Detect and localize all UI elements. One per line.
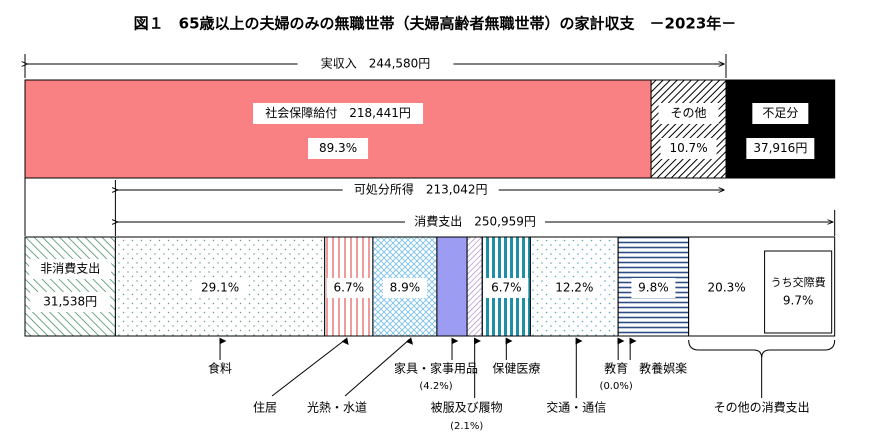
income-label-bg xyxy=(297,55,454,73)
bar-non-consumption xyxy=(24,236,116,337)
other-consumption-pct: 20.3% xyxy=(708,281,746,295)
consumption-label: 消費支出 250,959円 xyxy=(414,214,536,229)
education-callout: 教育 xyxy=(604,361,628,376)
other-income-label-bg xyxy=(658,103,719,124)
bar-deficit xyxy=(725,79,836,179)
housing-callout: 住居 xyxy=(253,401,277,415)
other-income-label: その他 xyxy=(671,106,707,120)
transport-pct-bg xyxy=(548,278,601,298)
non-consumption-value-bg xyxy=(30,292,111,312)
utilities-pct: 8.9% xyxy=(390,281,421,295)
disposable-income-label: 可処分所得 213,042円 xyxy=(354,182,488,197)
bar-other-income xyxy=(650,79,727,179)
medical-pct-bg xyxy=(484,278,529,298)
other-consumption-brace xyxy=(688,339,836,359)
bar-entertainment-sub xyxy=(764,250,833,334)
social-security-pct-bg xyxy=(308,138,369,159)
housing-callout-arrow xyxy=(271,337,349,397)
deficit-label-bg xyxy=(752,103,809,124)
medical-pct: 6.7% xyxy=(491,281,522,295)
entertainment-sub-label: うち交際費 xyxy=(771,275,826,289)
other-consumption-callout: その他の消費支出 xyxy=(714,400,810,415)
consumption-label-bg xyxy=(405,213,546,231)
social-security-pct: 89.3% xyxy=(319,141,357,155)
medical-callout: 保健医療 xyxy=(492,362,540,376)
housing-pct-bg xyxy=(326,278,371,298)
bar-food xyxy=(114,236,326,337)
income-label: 実収入 244,580円 xyxy=(321,56,431,71)
other-income-pct: 10.7% xyxy=(669,141,707,155)
utilities-pct-bg xyxy=(382,278,427,298)
social-security-label-bg xyxy=(253,103,424,124)
bar-social-security xyxy=(24,79,652,179)
other-consumption-pct-bg xyxy=(704,278,757,298)
clothing-callout-pct: (2.1%) xyxy=(450,421,483,432)
deficit-value: 37,916円 xyxy=(753,141,807,155)
deficit-value-bg xyxy=(746,138,815,159)
education-callout-pct: (0.0%) xyxy=(600,381,633,392)
recreation-callout: 教養娯楽 xyxy=(639,361,687,376)
social-security-label: 社会保障給付 218,441円 xyxy=(265,105,411,120)
bar-furniture xyxy=(436,236,468,337)
deficit-label: 不足分 xyxy=(762,106,798,120)
furniture-callout: 家具・家事用品 xyxy=(394,361,478,376)
housing-pct: 6.7% xyxy=(334,281,365,295)
non-consumption-label: 非消費支出 xyxy=(40,261,100,276)
food-pct: 29.1% xyxy=(201,281,239,295)
utilities-callout-arrow xyxy=(344,337,414,397)
transport-pct: 12.2% xyxy=(555,281,593,295)
chart-title: 図１ 65歳以上の夫婦のみの無職世帯（夫婦高齢者無職世帯）の家計収支 －2023… xyxy=(134,15,737,33)
non-consumption-value: 31,538円 xyxy=(43,295,97,309)
disposable-income-label-bg xyxy=(342,181,499,199)
utilities-callout: 光熱・水道 xyxy=(307,401,367,415)
clothing-callout: 被服及び履物 xyxy=(431,401,503,415)
entertainment-sub-pct: 9.7% xyxy=(783,294,814,308)
bar-clothing xyxy=(466,236,483,337)
recreation-pct: 9.8% xyxy=(638,281,669,295)
other-income-pct-bg xyxy=(660,138,717,159)
food-pct-bg xyxy=(194,278,247,298)
recreation-pct-bg xyxy=(631,278,676,298)
transport-callout: 交通・通信 xyxy=(546,400,606,415)
furniture-callout-pct: (4.2%) xyxy=(419,381,452,392)
food-callout: 食料 xyxy=(208,361,232,376)
non-consumption-label-bg xyxy=(29,259,112,279)
